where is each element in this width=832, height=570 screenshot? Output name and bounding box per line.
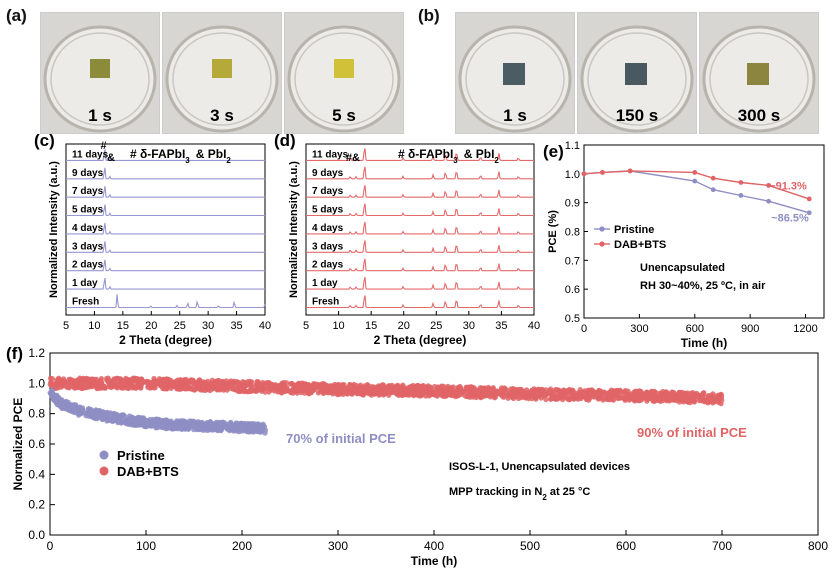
panel-c-label: (c) <box>34 131 55 150</box>
plot-frame-c <box>65 143 266 316</box>
trace-label-c-4: 4 days <box>72 223 104 234</box>
trace-label-c-6: 2 days <box>72 260 104 271</box>
film-b-3 <box>747 63 769 85</box>
petri-dish-b-3: 300 s <box>700 13 818 133</box>
photo-b-1-time: 1 s <box>503 106 527 125</box>
x-tick-label-c-15: 15 <box>117 320 129 332</box>
xrd-trace-c-7 <box>66 278 265 290</box>
photo-a-1: 1 s <box>40 12 160 134</box>
film-b-2 <box>625 63 647 85</box>
trace-label-c-1: 9 days <box>72 168 104 179</box>
film-a-1 <box>90 59 110 78</box>
film-b-1 <box>503 63 525 85</box>
photo-a-2: 3 s <box>162 12 282 134</box>
x-tick-label-c-10: 10 <box>88 320 100 332</box>
peak-label-c-hash: # <box>100 140 106 152</box>
trace-label-c-5: 3 days <box>72 241 104 252</box>
photo-a-1-time: 1 s <box>88 106 112 125</box>
x-axis-label-c: 2 Theta (degree) <box>119 333 212 347</box>
photo-b-3-time: 300 s <box>738 106 781 125</box>
xrd-trace-c-2 <box>66 186 265 198</box>
x-tick-label-c-40: 40 <box>259 320 271 332</box>
petri-dish-a-3: 5 s <box>285 13 403 133</box>
film-a-3 <box>334 59 354 78</box>
y-axis-label-c: Normalized Intensity (a.u.) <box>48 161 60 298</box>
photo-b-2: 150 s <box>577 12 697 134</box>
xrd-trace-c-0 <box>66 149 265 161</box>
peak-label-c-amp: & <box>107 152 115 164</box>
petri-dish-b-2: 150 s <box>578 13 696 133</box>
photo-b-2-time: 150 s <box>616 106 659 125</box>
photo-a-2-time: 3 s <box>210 106 234 125</box>
photo-b-3: 300 s <box>699 12 819 134</box>
x-tick-label-c-30: 30 <box>202 320 214 332</box>
xrd-trace-c-4 <box>66 222 265 235</box>
petri-dish-a-2: 3 s <box>163 13 281 133</box>
xrd-trace-c-8 <box>66 294 266 309</box>
film-a-2 <box>212 59 232 78</box>
trace-label-c-0: 11 days <box>72 149 109 160</box>
trace-label-c-7: 1 day <box>72 278 98 289</box>
x-tick-label-c-35: 35 <box>230 320 242 332</box>
panel-a-label: (a) <box>6 6 27 25</box>
x-tick-label-c-20: 20 <box>145 320 157 332</box>
xrd-trace-c-3 <box>66 204 265 217</box>
petri-dish-a-1: 1 s <box>41 13 159 133</box>
xrd-trace-c-1 <box>66 167 265 180</box>
trace-label-c-3: 5 days <box>72 205 104 216</box>
photo-b-1: 1 s <box>455 12 575 134</box>
x-tick-label-c-5: 5 <box>63 320 69 332</box>
trace-label-c-2: 7 days <box>72 186 104 197</box>
xrd-trace-c-5 <box>66 241 265 253</box>
panel-b-label: (b) <box>418 6 440 25</box>
photo-a-3-time: 5 s <box>332 106 356 125</box>
petri-dish-b-1: 1 s <box>456 13 574 133</box>
xrd-trace-c-6 <box>66 259 265 272</box>
x-tick-label-c-25: 25 <box>174 320 186 332</box>
legend-c: # δ-FAPbI3 & PbI2 <box>130 147 231 165</box>
trace-label-c-8: Fresh <box>72 296 99 307</box>
photo-a-3: 5 s <box>284 12 404 134</box>
